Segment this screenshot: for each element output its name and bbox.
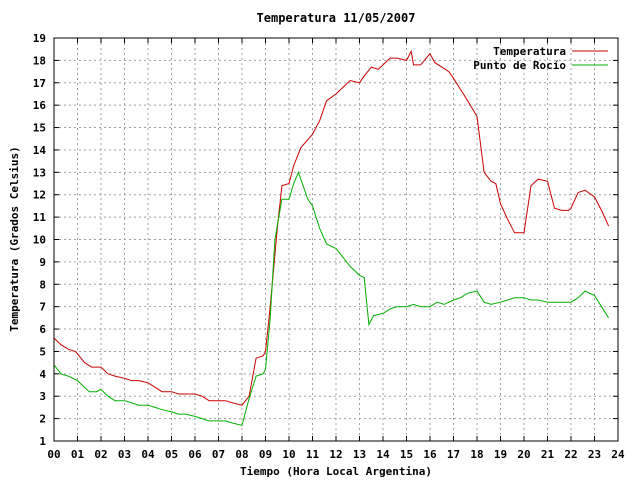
y-tick-label: 12 <box>33 189 46 202</box>
y-tick-label: 1 <box>39 435 46 448</box>
y-tick-label: 15 <box>33 122 46 135</box>
grid <box>54 38 618 441</box>
y-tick-label: 13 <box>33 166 46 179</box>
plot-frame <box>53 37 619 442</box>
y-tick-label: 2 <box>39 413 46 426</box>
y-tick-label: 3 <box>39 390 46 403</box>
legend-label: Temperatura <box>493 45 566 58</box>
x-tick-label: 09 <box>259 448 272 461</box>
series-lines <box>53 49 610 426</box>
y-tick-label: 16 <box>33 99 47 112</box>
x-tick-label: 06 <box>188 448 202 461</box>
x-tick-label: 01 <box>71 448 85 461</box>
x-tick-label: 04 <box>141 448 155 461</box>
y-tick-label: 18 <box>33 54 46 67</box>
x-tick-label: 13 <box>353 448 366 461</box>
y-tick-label: 7 <box>39 301 46 314</box>
legend-label: Punto de Rocío <box>473 59 566 72</box>
y-tick-label: 11 <box>33 211 47 224</box>
x-tick-label: 10 <box>282 448 295 461</box>
y-tick-label: 4 <box>39 368 46 381</box>
x-tick-label: 02 <box>94 448 107 461</box>
series-line-punto-de-rocio <box>53 170 610 426</box>
y-tick-label: 6 <box>39 323 46 336</box>
y-tick-label: 5 <box>39 345 46 358</box>
x-tick-label: 05 <box>165 448 178 461</box>
y-axis-label: Temperatura (Grados Celsius) <box>8 146 21 331</box>
x-tick-label: 03 <box>118 448 131 461</box>
y-tick-label: 14 <box>33 144 47 157</box>
x-axis-label: Tiempo (Hora Local Argentina) <box>240 465 432 478</box>
y-tick-label: 17 <box>33 77 46 90</box>
y-tick-label: 10 <box>33 234 46 247</box>
x-tick-label: 24 <box>611 448 625 461</box>
chart-title: Temperatura 11/05/2007 <box>257 11 416 25</box>
y-tick-label: 9 <box>39 256 46 269</box>
y-tick-label: 19 <box>33 32 46 45</box>
x-tick-label: 16 <box>423 448 437 461</box>
x-tick-label: 23 <box>588 448 601 461</box>
x-tick-label: 19 <box>494 448 507 461</box>
x-tick-label: 17 <box>447 448 460 461</box>
x-tick-label: 08 <box>235 448 248 461</box>
x-tick-label: 14 <box>376 448 390 461</box>
x-tick-label: 12 <box>329 448 342 461</box>
x-tick-label: 07 <box>212 448 225 461</box>
x-axis-ticks: 00 01 02 03 04 05 06 07 08 09 10 11 12 13 14 15 16 17 18 19… <box>47 38 625 461</box>
x-tick-label: 11 <box>306 448 320 461</box>
x-tick-label: 21 <box>541 448 555 461</box>
series-line-temperatura <box>53 49 610 406</box>
x-tick-label: 00 <box>47 448 60 461</box>
x-tick-label: 15 <box>400 448 413 461</box>
y-tick-label: 8 <box>39 278 46 291</box>
x-tick-label: 22 <box>564 448 577 461</box>
x-tick-label: 18 <box>470 448 483 461</box>
x-tick-label: 20 <box>517 448 530 461</box>
